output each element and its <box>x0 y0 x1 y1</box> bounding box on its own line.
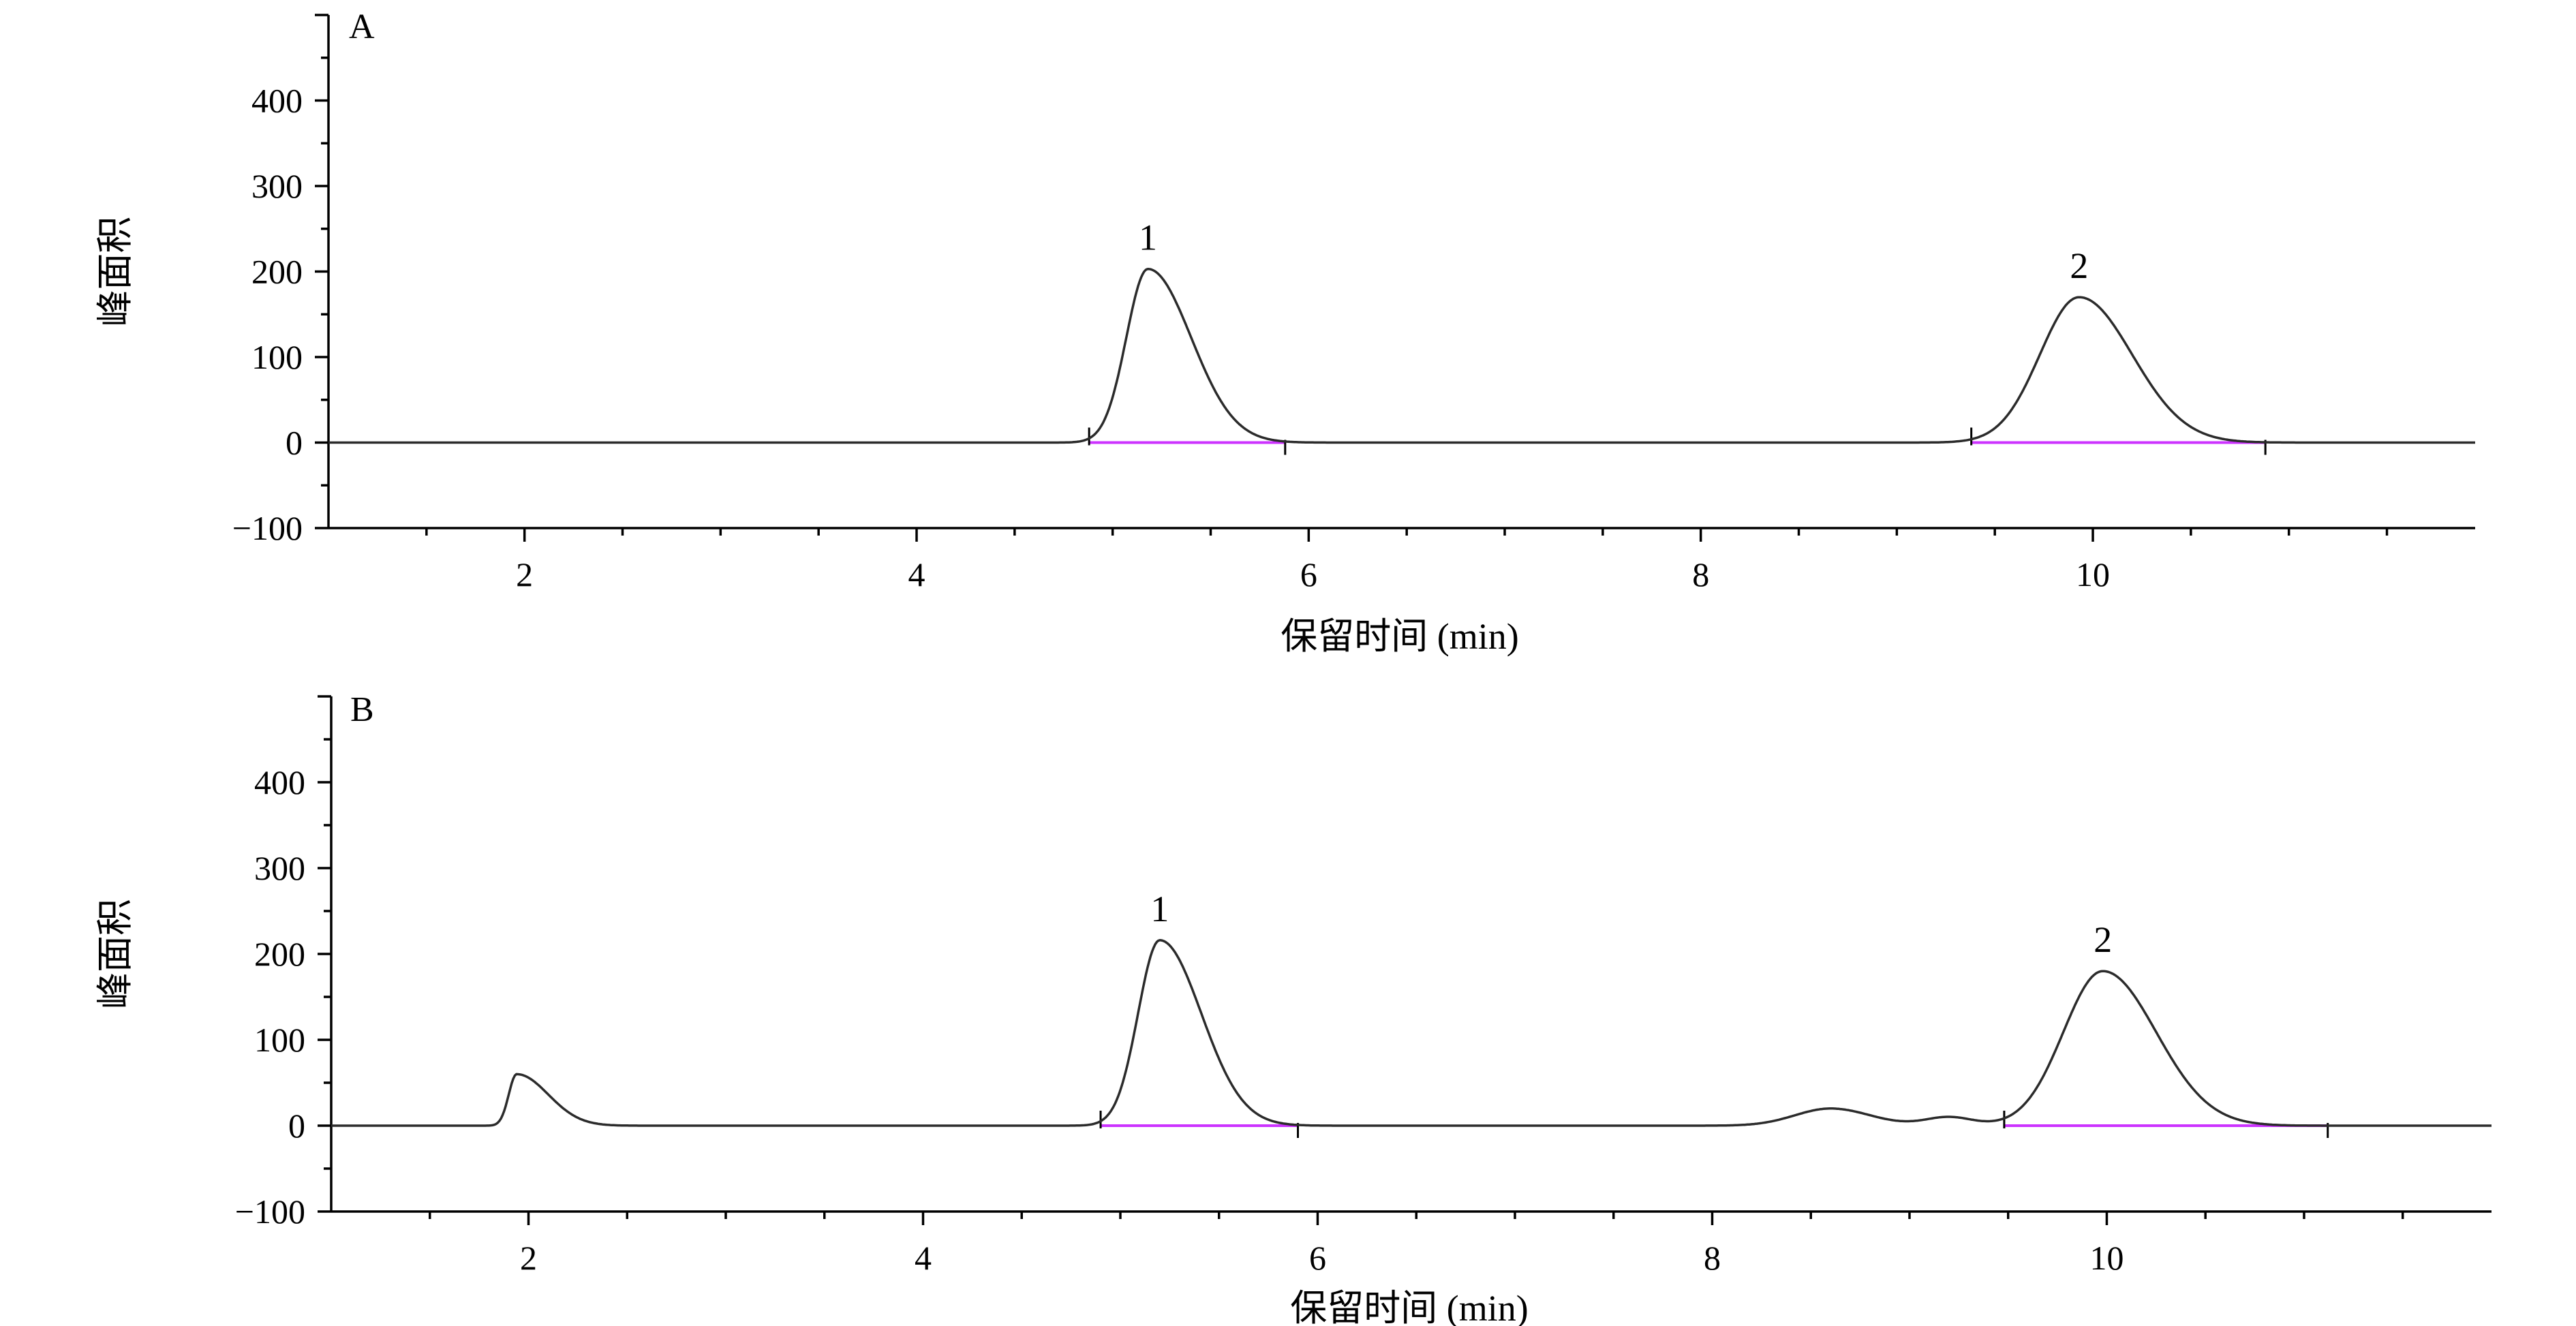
x-tick-label: 2 <box>516 555 533 593</box>
panel-label: B <box>350 690 374 729</box>
y-tick-label: 200 <box>254 935 305 973</box>
x-tick-label: 10 <box>2076 555 2110 593</box>
x-tick-label: 10 <box>2089 1239 2123 1277</box>
y-tick-label: 200 <box>251 253 303 291</box>
panel-b-chart: −100 0 100 200 300 400 2 4 6 8 10 保留时间 (min) 峰面积 B 1 2 <box>95 690 2491 1326</box>
panel-a-chart: −100 0 100 200 300 400 2 4 6 8 10 保留时间 (min) 峰面积 A 1 2 <box>95 7 2475 657</box>
peak-number-label: 2 <box>2094 919 2112 960</box>
y-axis-title: 峰面积 <box>95 217 136 327</box>
y-tick-label: 400 <box>251 82 303 120</box>
peak-number-label: 1 <box>1150 889 1169 929</box>
panel-label: A <box>349 7 375 46</box>
chromatogram-trace <box>328 268 2475 444</box>
y-tick-label: 400 <box>254 763 305 801</box>
y-tick-label: 0 <box>288 1107 305 1145</box>
chromatogram-trace <box>331 939 2491 1127</box>
x-tick-label: 6 <box>1300 555 1317 593</box>
y-tick-label: 300 <box>254 849 305 887</box>
x-tick-label: 8 <box>1692 555 1709 593</box>
peak-number-label: 2 <box>2070 245 2088 286</box>
x-tick-label: 4 <box>908 555 925 593</box>
x-axis-title: 保留时间 (min) <box>1281 616 1518 657</box>
y-tick-label: 0 <box>286 424 303 462</box>
x-tick-label: 4 <box>915 1239 932 1277</box>
x-tick-label: 8 <box>1704 1239 1721 1277</box>
x-axis-title: 保留时间 (min) <box>1290 1288 1528 1326</box>
y-tick-label: −100 <box>232 509 303 547</box>
peak-number-label: 1 <box>1139 217 1157 258</box>
y-tick-label: 100 <box>254 1021 305 1059</box>
y-axis-title: 峰面积 <box>95 899 136 1009</box>
y-tick-label: 100 <box>251 338 303 376</box>
y-tick-label: 300 <box>251 167 303 205</box>
y-tick-label: −100 <box>235 1192 305 1231</box>
x-tick-label: 2 <box>520 1239 537 1277</box>
x-tick-label: 6 <box>1309 1239 1326 1277</box>
